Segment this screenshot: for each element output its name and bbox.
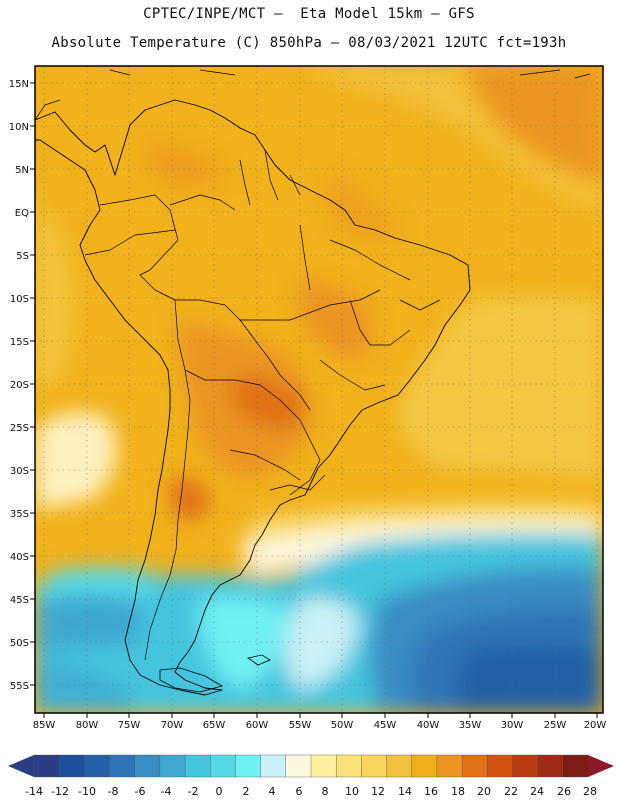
lat-label: 5S (16, 251, 29, 262)
colorbar-swatch (335, 754, 362, 778)
lat-label: 55S (10, 681, 29, 692)
lon-label: 55W (289, 720, 312, 731)
colorbar-swatch (487, 754, 513, 778)
colorbar-label: 14 (398, 785, 412, 798)
lon-label: 70W (161, 720, 184, 731)
lat-label: EQ (15, 208, 29, 219)
colorbar-swatch (461, 754, 488, 778)
continent-coastline (35, 99, 471, 696)
lon-label: 25W (544, 720, 567, 731)
colorbar-label: 16 (424, 785, 438, 798)
lon-label: 35W (459, 720, 482, 731)
lat-label: 20S (10, 380, 29, 391)
falkland-islands (247, 654, 271, 666)
colorbar-swatch (235, 754, 262, 778)
colorbar-label: 8 (322, 785, 329, 798)
colorbar-label: 2 (243, 785, 250, 798)
lon-label: 40W (417, 720, 440, 731)
map-frame (34, 65, 604, 714)
lon-label: 85W (33, 720, 56, 731)
colorbar-label: 18 (451, 785, 465, 798)
colorbar-swatch (436, 754, 463, 778)
lon-label: 75W (118, 720, 141, 731)
lat-label: 30S (10, 466, 29, 477)
colorbar-label: -8 (108, 785, 119, 798)
colorbar-swatch (159, 754, 186, 778)
colorbar-label: 4 (269, 785, 276, 798)
colorbar-swatch (109, 754, 136, 778)
colorbar-under-arrow (8, 755, 34, 777)
lat-label: 45S (10, 595, 29, 606)
lon-label: 50W (331, 720, 354, 731)
colorbar-swatch (310, 754, 337, 778)
colorbar-swatch (285, 754, 312, 778)
chart-title-line-1: CPTEC/INPE/MCT – Eta Model 15km – GFS (143, 6, 475, 22)
colorbar-label: 22 (504, 785, 518, 798)
colorbar-label: 20 (477, 785, 491, 798)
colorbar-label: 10 (345, 785, 359, 798)
colorbar-swatch (134, 754, 161, 778)
colorbar-label: -6 (135, 785, 146, 798)
colorbar-swatch (562, 754, 589, 778)
colorbar-label: 0 (216, 785, 223, 798)
colorbar-swatch (33, 754, 60, 778)
lat-label: 35S (10, 509, 29, 520)
colorbar-label: 12 (371, 785, 385, 798)
lat-label: 40S (10, 552, 29, 563)
colorbar-label: 24 (530, 785, 544, 798)
colorbar-label: -10 (78, 785, 96, 798)
lat-label: 10S (10, 294, 29, 305)
colorbar-label: 26 (557, 785, 571, 798)
colorbar-label: -14 (25, 785, 43, 798)
temperature-field (35, 66, 603, 713)
colorbar-swatch (386, 754, 413, 778)
colorbar-label: -4 (161, 785, 172, 798)
lat-label: 25S (10, 423, 29, 434)
colorbar-over-arrow (588, 755, 614, 777)
tierra-del-fuego (159, 667, 224, 693)
colorbar-swatch (260, 754, 287, 778)
lat-label: 15S (10, 337, 29, 348)
lat-label: 5N (15, 165, 29, 176)
chart-title-line-2: Absolute Temperature (C) 850hPa – 08/03/… (51, 35, 567, 51)
colorbar-swatch (411, 754, 438, 778)
map-graticule (35, 66, 603, 713)
lon-label: 30W (501, 720, 524, 731)
colorbar-swatch (537, 754, 564, 778)
lat-label: 15N (9, 79, 29, 90)
lon-label: 20W (584, 720, 607, 731)
colorbar-label: -12 (51, 785, 69, 798)
colorbar-swatch (512, 754, 539, 778)
colorbar-label: 6 (296, 785, 303, 798)
colorbar: -14 -12 -10 -8 -6 -4 -2 0 2 4 6 8 10 12 … (8, 754, 614, 798)
colorbar-swatch (184, 754, 211, 778)
colorbar-label: 28 (583, 785, 597, 798)
colorbar-swatch (84, 754, 111, 778)
caribbean-coast (35, 69, 591, 121)
lat-label: 10N (9, 122, 29, 133)
colorbar-label: -2 (188, 785, 199, 798)
colorbar-swatch (210, 754, 236, 778)
lon-label: 45W (374, 720, 397, 731)
lat-label: 50S (10, 638, 29, 649)
colorbar-swatch (361, 754, 388, 778)
lon-label: 65W (203, 720, 226, 731)
lon-label: 60W (246, 720, 269, 731)
lon-label: 80W (76, 720, 99, 731)
country-borders (84, 149, 441, 661)
colorbar-swatch (58, 754, 85, 778)
